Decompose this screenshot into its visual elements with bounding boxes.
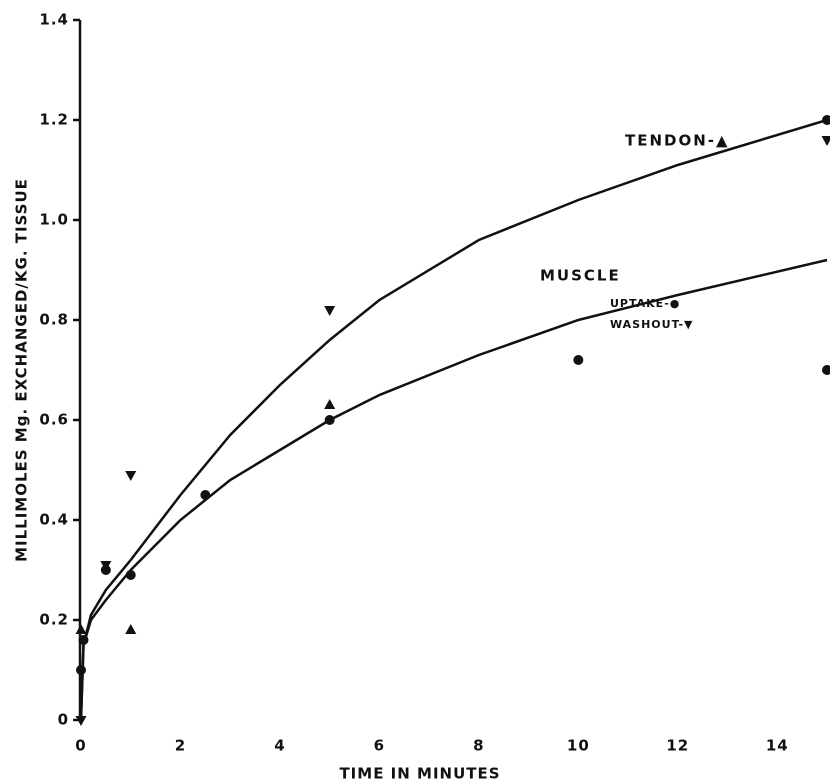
y-tick-label: 1.4 — [39, 11, 69, 29]
y-tick-label: 1.0 — [39, 211, 69, 229]
x-tick-label: 2 — [175, 737, 186, 755]
x-tick-label: 8 — [473, 737, 484, 755]
point — [324, 306, 336, 316]
y-tick-label: 1.2 — [39, 111, 69, 129]
annotation: MUSCLE — [540, 267, 621, 285]
annotation: UPTAKE-● — [610, 297, 680, 310]
annotation: TENDON-▲ — [625, 132, 730, 150]
point — [100, 561, 112, 571]
x-tick-label: 4 — [274, 737, 285, 755]
x-tick-label: 10 — [567, 737, 590, 755]
point — [200, 490, 211, 500]
point — [75, 624, 87, 634]
y-axis-title: MILLIMOLES Mg. EXCHANGED/KG. TISSUE — [13, 178, 31, 562]
point — [75, 716, 87, 726]
curve — [79, 118, 828, 721]
point — [125, 570, 136, 580]
x-axis-title: TIME IN MINUTES — [339, 765, 500, 783]
annotation: WASHOUT-▼ — [610, 318, 693, 331]
point — [125, 624, 137, 634]
point — [78, 635, 89, 645]
y-tick-label: 0.4 — [39, 511, 69, 529]
y-tick-label: 0.2 — [39, 611, 69, 629]
point — [324, 415, 335, 425]
x-tick-label: 0 — [75, 737, 86, 755]
y-tick-label: 0 — [58, 711, 69, 729]
point — [822, 115, 830, 125]
point — [822, 365, 830, 375]
y-tick-label: 0.6 — [39, 411, 69, 429]
curve — [79, 258, 828, 721]
point — [573, 355, 584, 365]
point — [821, 136, 830, 146]
y-tick-label: 0.8 — [39, 311, 69, 329]
point — [76, 665, 86, 675]
point — [324, 399, 336, 409]
x-tick-label: 6 — [374, 737, 385, 755]
point — [125, 471, 137, 481]
x-tick-label: 14 — [766, 737, 789, 755]
x-tick-label: 12 — [666, 737, 689, 755]
